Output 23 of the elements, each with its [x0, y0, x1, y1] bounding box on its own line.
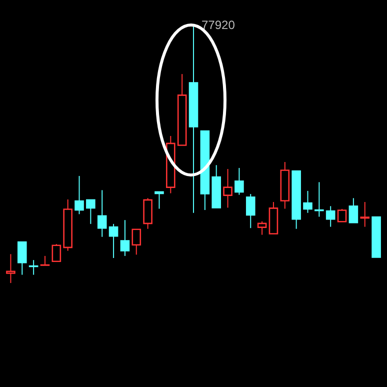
candlestick [120, 220, 130, 256]
candlestick [6, 254, 16, 284]
candlestick [337, 208, 347, 222]
candlestick [17, 241, 27, 276]
candlestick [143, 198, 152, 230]
candlestick [132, 228, 142, 256]
candlestick [257, 220, 267, 236]
candlestick [246, 194, 256, 229]
candlestick [223, 168, 232, 208]
candlestick [40, 255, 50, 266]
candlestick [314, 182, 324, 218]
candlestick [52, 244, 62, 262]
candlestick [234, 167, 244, 196]
candlestick [348, 198, 358, 224]
candlestick [108, 223, 118, 258]
candlestick [303, 190, 312, 214]
candlestick [86, 199, 96, 224]
candlestick [360, 202, 370, 228]
candlestick [97, 190, 107, 238]
candlestick [74, 175, 84, 215]
candlestick [326, 206, 336, 228]
annotation: 77920 [202, 18, 236, 32]
candlestick [154, 191, 164, 210]
